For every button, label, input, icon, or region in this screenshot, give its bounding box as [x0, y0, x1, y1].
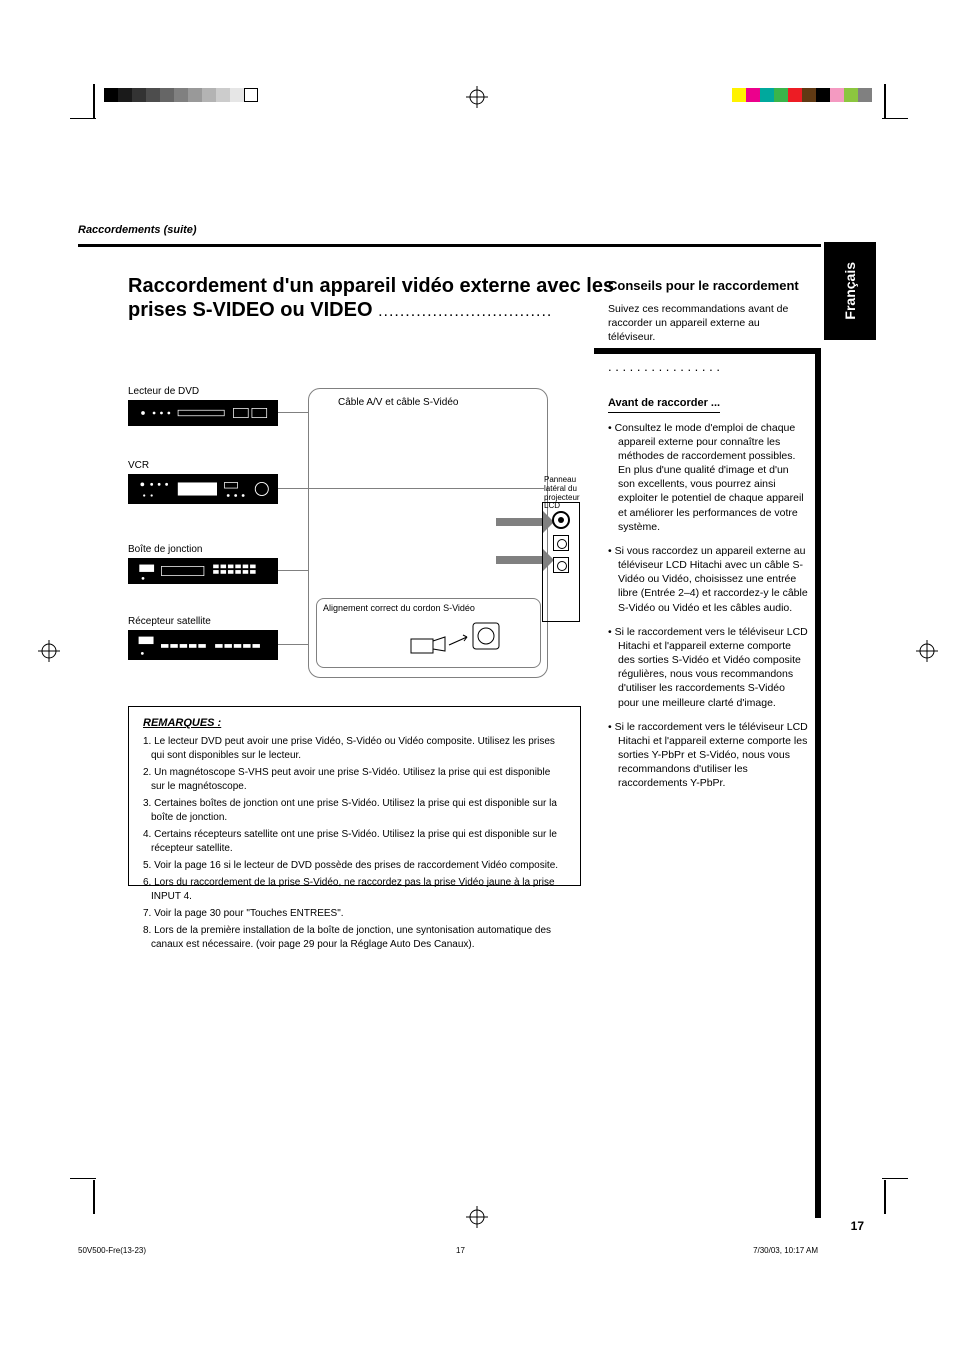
remarks-item: 5. Voir la page 16 si le lecteur de DVD … [143, 859, 566, 873]
footer-right: 7/30/03, 10:17 AM [753, 1246, 818, 1255]
right-title: Conseils pour le raccordement [608, 278, 808, 294]
remarks-item: 8. Lors de la première installation de l… [143, 924, 566, 952]
sat-label: Récepteur satellite [128, 616, 211, 627]
connector-line [278, 644, 308, 645]
crop-mark [882, 118, 908, 119]
right-bullet: • Consultez le mode d'emploi de chaque a… [608, 421, 808, 534]
dvd-label: Lecteur de DVD [128, 386, 199, 397]
right-bullet: • Si le raccordement vers le téléviseur … [608, 625, 808, 710]
vcr-illustration [128, 474, 278, 504]
crop-mark [884, 1180, 886, 1214]
registration-mark-icon [916, 640, 938, 662]
right-bullet: • Si vous raccordez un appareil externe … [608, 544, 808, 615]
vcr-label: VCR [128, 460, 149, 471]
leader-dots: ................................ [378, 303, 552, 320]
page-content: Raccordements (suite) Français Raccordem… [78, 78, 876, 1275]
remarks-box: REMARQUES : 1. Le lecteur DVD peut avoir… [128, 706, 581, 886]
remarks-item: 3. Certaines boîtes de jonction ont une … [143, 797, 566, 825]
footer-center: 17 [456, 1246, 465, 1255]
satellite-receiver-illustration [128, 630, 278, 660]
title-line2: prises S-VIDEO ou VIDEO [128, 299, 373, 321]
right-bullets-container: • Consultez le mode d'emploi de chaque a… [608, 421, 808, 791]
dvd-player-illustration [128, 400, 278, 426]
tv-side-panel [542, 502, 580, 622]
crop-mark [882, 1178, 908, 1179]
header-continuation: Raccordements (suite) [78, 224, 197, 236]
tab-label: Français [842, 262, 858, 320]
cable-box-illustration [128, 558, 278, 584]
svideo-jack-icon [553, 557, 569, 573]
page-number: 17 [851, 1219, 864, 1233]
frame-right [815, 348, 821, 1218]
connector-line [278, 412, 308, 413]
bubble-note: Alignement correct du cordon S-Vidéo [317, 599, 540, 618]
right-column: Conseils pour le raccordement Suivez ces… [608, 278, 808, 801]
connector-line [278, 570, 308, 571]
remarks-item: 7. Voir la page 30 pour "Touches ENTREES… [143, 907, 566, 921]
remarks-item: 1. Le lecteur DVD peut avoir une prise V… [143, 735, 566, 763]
rca-jack-icon [552, 511, 570, 529]
crop-mark [884, 84, 886, 118]
cable-label: Boîte de jonction [128, 544, 203, 555]
language-tab: Français [824, 242, 876, 340]
leader-dots: . . . . . . . . . . . . . . . . [608, 358, 808, 376]
remarks-list: 1. Le lecteur DVD peut avoir une prise V… [143, 735, 566, 952]
svideo-plug-icon [407, 617, 527, 663]
section-title: Raccordement d'un appareil vidéo externe… [128, 274, 628, 322]
bubble-label: Câble A/V et câble S-Vidéo [338, 396, 488, 410]
header-rule [78, 244, 821, 247]
remarks-item: 2. Un magnétoscope S-VHS peut avoir une … [143, 766, 566, 794]
right-bullet: • Si le raccordement vers le téléviseur … [608, 720, 808, 791]
remarks-item: 4. Certains récepteurs satellite ont une… [143, 828, 566, 856]
right-subtitle: Avant de raccorder ... [608, 396, 720, 413]
registration-mark-icon [38, 640, 60, 662]
footer-left: 50V500-Fre(13-23) [78, 1246, 146, 1255]
right-intro: Suivez ces recommandations avant de racc… [608, 302, 808, 345]
svideo-alignment-callout: Alignement correct du cordon S-Vidéo [316, 598, 541, 668]
remarks-title: REMARQUES : [143, 717, 566, 729]
svideo-jack-icon [553, 535, 569, 551]
remarks-item: 6. Lors du raccordement de la prise S-Vi… [143, 876, 566, 904]
title-line1: Raccordement d'un appareil vidéo externe… [128, 275, 614, 297]
